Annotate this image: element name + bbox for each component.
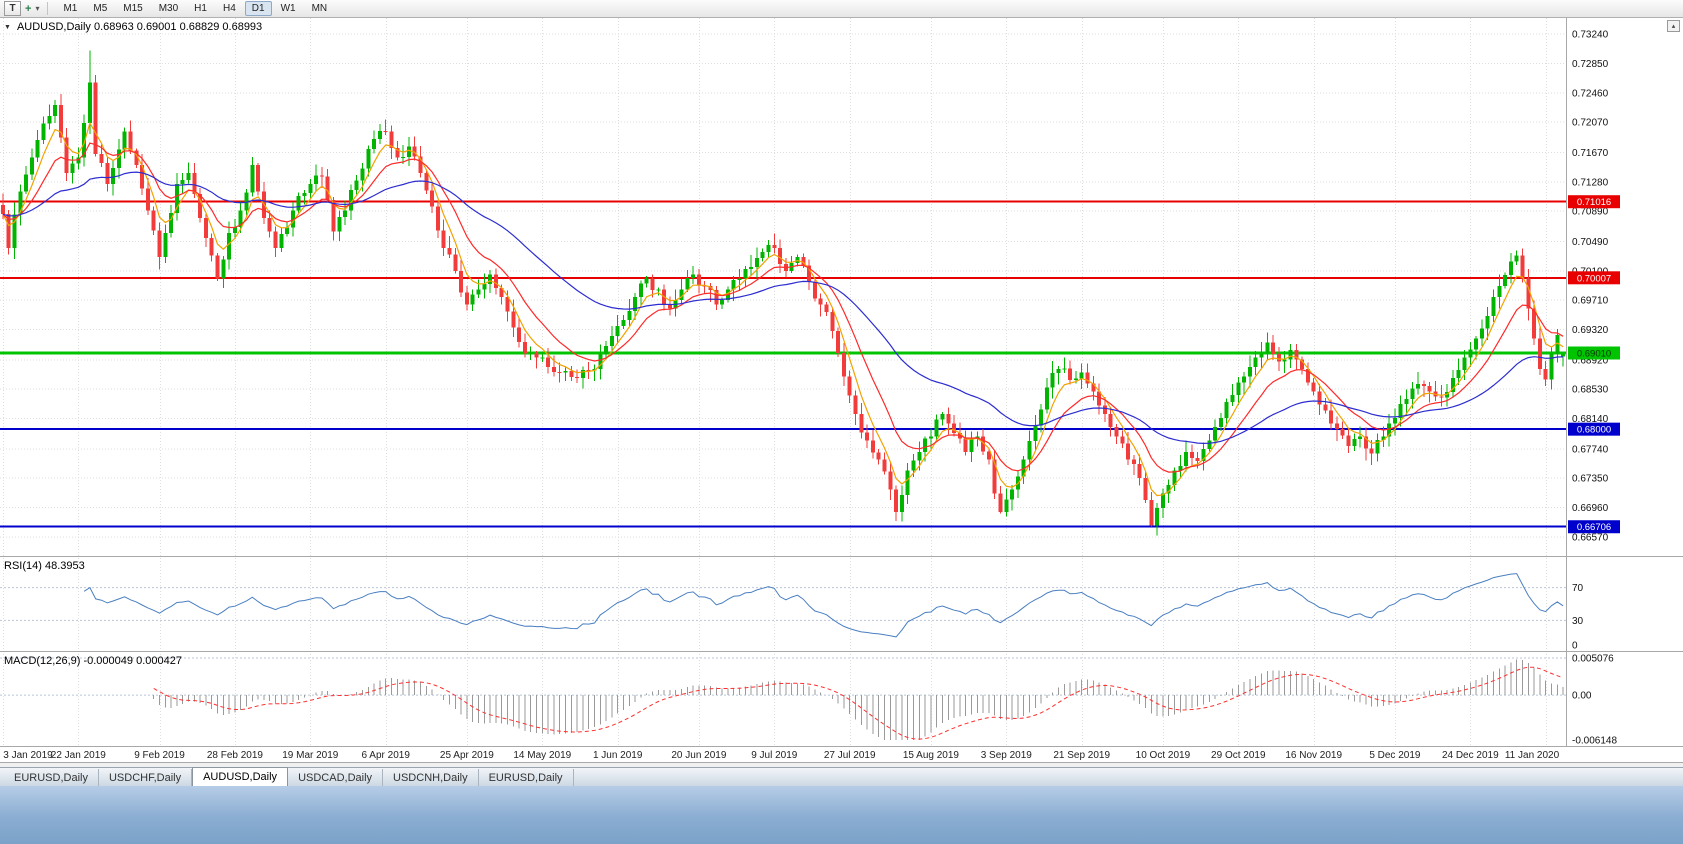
svg-text:0.67350: 0.67350 <box>1572 474 1609 485</box>
svg-text:0.70007: 0.70007 <box>1577 273 1611 284</box>
svg-text:0.71016: 0.71016 <box>1577 197 1611 208</box>
tab-usdcad-daily-3[interactable]: USDCAD,Daily <box>288 769 384 786</box>
svg-text:0.69320: 0.69320 <box>1572 325 1609 336</box>
timeframe-button-mn[interactable]: MN <box>305 1 335 16</box>
svg-text:0.72850: 0.72850 <box>1572 59 1609 70</box>
svg-text:0.005076: 0.005076 <box>1572 654 1614 665</box>
svg-text:30: 30 <box>1572 616 1584 627</box>
timeframe-button-h1[interactable]: H1 <box>187 1 214 16</box>
svg-text:0.68920: 0.68920 <box>1572 355 1609 366</box>
svg-text:11 Jan 2020: 11 Jan 2020 <box>1505 750 1560 761</box>
svg-text:0.73240: 0.73240 <box>1572 30 1609 41</box>
svg-text:24 Dec 2019: 24 Dec 2019 <box>1442 750 1499 761</box>
timeframe-button-m5[interactable]: M5 <box>86 1 114 16</box>
svg-text:22 Jan 2019: 22 Jan 2019 <box>51 750 106 761</box>
status-strip <box>0 786 1683 844</box>
svg-text:15 Aug 2019: 15 Aug 2019 <box>903 750 960 761</box>
timeframe-button-d1[interactable]: D1 <box>244 1 272 16</box>
svg-text:0.70890: 0.70890 <box>1572 207 1609 218</box>
svg-text:0.67740: 0.67740 <box>1572 444 1609 455</box>
chart-template-button[interactable]: T <box>4 1 21 16</box>
svg-text:70: 70 <box>1572 583 1584 594</box>
svg-text:14 May 2019: 14 May 2019 <box>513 750 571 761</box>
top-toolbar: T + ▾ M1 M5 M15 M30 H1 H4 D1 W1 MN <box>0 0 1683 18</box>
svg-text:-0.006148: -0.006148 <box>1572 736 1617 747</box>
price-chart-canvas[interactable]: 0.73240 0.72850 0.72460 0.72070 0.71670 0.712… <box>0 18 1683 763</box>
svg-text:0.66570: 0.66570 <box>1572 533 1609 544</box>
window-gap <box>0 763 1683 767</box>
svg-text:9 Feb 2019: 9 Feb 2019 <box>134 750 185 761</box>
svg-text:0.71280: 0.71280 <box>1572 177 1609 188</box>
svg-text:3 Sep 2019: 3 Sep 2019 <box>981 750 1033 761</box>
dropdown-caret-icon[interactable]: ▾ <box>35 4 40 13</box>
svg-text:0.68140: 0.68140 <box>1572 414 1609 425</box>
svg-text:0.69010: 0.69010 <box>1577 348 1611 359</box>
svg-text:0.66706: 0.66706 <box>1577 522 1611 533</box>
timeframe-button-m30[interactable]: M30 <box>152 1 185 16</box>
tab-usdchf-daily-1[interactable]: USDCHF,Daily <box>99 769 193 786</box>
svg-text:21 Sep 2019: 21 Sep 2019 <box>1053 750 1110 761</box>
svg-text:0.66960: 0.66960 <box>1572 503 1609 514</box>
tab-usdcnh-daily-4[interactable]: USDCNH,Daily <box>383 769 479 786</box>
svg-text:0: 0 <box>1572 641 1578 652</box>
chart-tab-bar: EURUSD,Daily USDCHF,Daily AUDUSD,Daily USDC… <box>0 767 1683 786</box>
svg-text:0.72460: 0.72460 <box>1572 88 1609 99</box>
toolbar-separator <box>47 2 49 15</box>
timeframe-button-h4[interactable]: H4 <box>216 1 243 16</box>
svg-text:25 Apr 2019: 25 Apr 2019 <box>440 750 494 761</box>
svg-text:5 Dec 2019: 5 Dec 2019 <box>1369 750 1421 761</box>
svg-text:0.68530: 0.68530 <box>1572 385 1609 396</box>
timeframe-button-m15[interactable]: M15 <box>116 1 149 16</box>
svg-text:9 Jul 2019: 9 Jul 2019 <box>751 750 798 761</box>
svg-text:0.68000: 0.68000 <box>1577 425 1611 436</box>
crosshair-tool-icon[interactable]: + <box>25 2 32 15</box>
svg-text:10 Oct 2019: 10 Oct 2019 <box>1136 750 1191 761</box>
svg-text:19 Mar 2019: 19 Mar 2019 <box>282 750 339 761</box>
chart-area[interactable]: 0.73240 0.72850 0.72460 0.72070 0.71670 0.712… <box>0 18 1683 763</box>
svg-text:16 Nov 2019: 16 Nov 2019 <box>1285 750 1342 761</box>
svg-text:0.69710: 0.69710 <box>1572 296 1609 307</box>
timeframe-button-w1[interactable]: W1 <box>274 1 303 16</box>
timeframe-button-group: M1 M5 M15 M30 H1 H4 D1 W1 MN <box>56 1 334 16</box>
tab-eurusd-daily-0[interactable]: EURUSD,Daily <box>4 769 99 786</box>
svg-text:0.00: 0.00 <box>1572 691 1592 702</box>
svg-text:6 Apr 2019: 6 Apr 2019 <box>362 750 411 761</box>
svg-text:0.71670: 0.71670 <box>1572 148 1609 159</box>
svg-text:29 Oct 2019: 29 Oct 2019 <box>1211 750 1266 761</box>
svg-text:0.72070: 0.72070 <box>1572 118 1609 129</box>
timeframe-button-m1[interactable]: M1 <box>56 1 84 16</box>
svg-text:27 Jul 2019: 27 Jul 2019 <box>824 750 876 761</box>
tab-eurusd-daily-5[interactable]: EURUSD,Daily <box>479 769 574 786</box>
svg-text:0.70490: 0.70490 <box>1572 237 1609 248</box>
svg-text:28 Feb 2019: 28 Feb 2019 <box>207 750 264 761</box>
svg-text:20 Jun 2019: 20 Jun 2019 <box>671 750 726 761</box>
svg-text:1 Jun 2019: 1 Jun 2019 <box>593 750 643 761</box>
svg-text:3 Jan 2019: 3 Jan 2019 <box>3 750 53 761</box>
chart-scroll-up-button[interactable]: ▴ <box>1667 20 1680 32</box>
tab-audusd-daily-2[interactable]: AUDUSD,Daily <box>192 767 289 786</box>
